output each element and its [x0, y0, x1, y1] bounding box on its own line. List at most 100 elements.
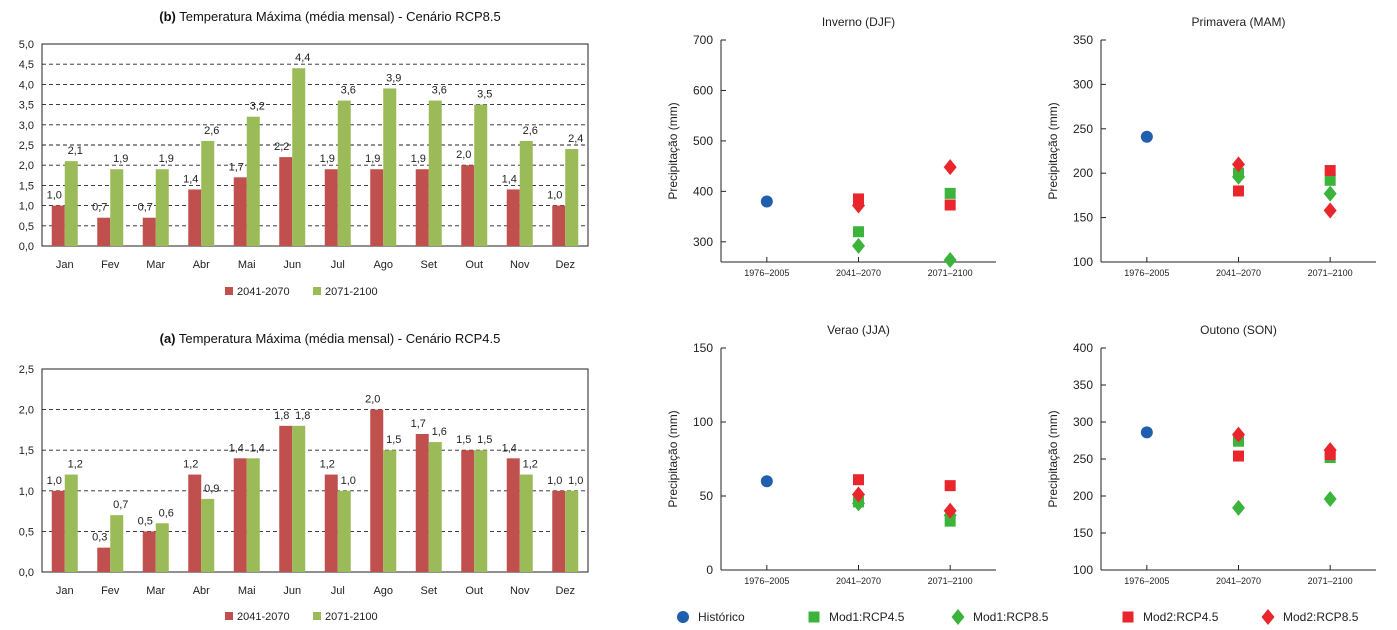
- marker-diamond: [1232, 426, 1245, 443]
- scatter-panel: Outono (SON) 100 150 200 250 300 350 400 1976–20…: [1046, 323, 1376, 586]
- y-tick-label: 1,0: [19, 201, 34, 213]
- scatter-panel: Inverno (DJF) 300 400 500 600 700 1976–2005 204…: [666, 15, 996, 278]
- bar-2041-2070: [233, 177, 247, 246]
- y-tick-label: 300: [1073, 77, 1093, 91]
- legend-swatch: [225, 287, 233, 295]
- y-tick-label: 0,0: [19, 241, 34, 253]
- bar-2071-2100: [246, 116, 260, 246]
- x-tick-label: Set: [420, 585, 437, 597]
- data-label: 1,8: [295, 410, 310, 422]
- y-tick-label: 150: [1073, 526, 1093, 540]
- chart-title-letter: (b): [159, 9, 176, 24]
- legend-swatch: [313, 287, 321, 295]
- y-tick-label: 2,5: [19, 140, 34, 152]
- marker-diamond: [943, 502, 957, 519]
- data-label: 2,6: [523, 125, 538, 137]
- y-tick-label: 100: [1073, 563, 1093, 577]
- y-tick-label: 0,5: [19, 526, 34, 538]
- legend-label: 2071-2100: [325, 286, 378, 298]
- bar-2041-2070: [188, 189, 202, 246]
- data-label: 3,6: [341, 85, 356, 97]
- x-tick-label: Mar: [146, 259, 165, 271]
- data-label: 1,0: [47, 475, 62, 487]
- data-label: 0,9: [204, 483, 219, 495]
- data-label: 1,4: [183, 173, 198, 185]
- marker-circle: [760, 475, 773, 488]
- x-tick-label: 2071–2100: [1308, 268, 1353, 278]
- x-tick-label: Jan: [56, 259, 74, 271]
- scatter-panel: Verao (JJA) 0 50 100 150 1976–2005 2041–2070 20…: [666, 323, 996, 586]
- marker-diamond: [951, 609, 965, 625]
- data-label: 3,5: [477, 89, 492, 101]
- marker-diamond: [852, 495, 865, 512]
- data-label: 1,7: [229, 161, 244, 173]
- y-tick-label: 350: [1073, 378, 1093, 392]
- y-tick-label: 100: [693, 415, 713, 429]
- chart-title: (b) Temperatura Máxima (média mensal) - …: [159, 9, 501, 24]
- x-tick-label: Set: [420, 259, 437, 271]
- marker-diamond: [1323, 202, 1337, 219]
- data-label: 1,9: [320, 153, 335, 165]
- bar-2071-2100: [428, 442, 442, 572]
- bar-2041-2070: [552, 490, 566, 572]
- x-tick-label: Jul: [331, 259, 345, 271]
- x-tick-label: Nov: [510, 259, 530, 271]
- y-axis-label: Precipitação (mm): [1046, 102, 1060, 199]
- y-tick-label: 600: [693, 83, 713, 97]
- bar-2041-2070: [324, 169, 338, 246]
- x-tick-label: Jun: [283, 585, 301, 597]
- marker-square: [944, 480, 956, 492]
- data-label: 2,2: [274, 141, 289, 153]
- bar-2071-2100: [110, 515, 124, 572]
- marker-diamond: [1232, 156, 1245, 173]
- x-tick-label: Nov: [510, 585, 530, 597]
- marker-diamond: [852, 237, 865, 254]
- bar-2041-2070: [415, 433, 429, 572]
- y-axis-label: Precipitação (mm): [1046, 410, 1060, 507]
- x-tick-label: 2041–2070: [836, 576, 881, 586]
- data-label: 0,6: [159, 507, 174, 519]
- data-label: 1,6: [432, 426, 447, 438]
- bar-2071-2100: [155, 523, 169, 572]
- x-tick-label: 2071–2100: [928, 268, 973, 278]
- marker-diamond: [1323, 185, 1337, 202]
- bar-2041-2070: [370, 169, 384, 246]
- data-label: 1,4: [229, 442, 244, 454]
- marker-circle: [677, 611, 689, 623]
- bar-2041-2070: [188, 474, 202, 572]
- x-tick-label: Ago: [373, 259, 393, 271]
- x-tick-label: Dez: [555, 585, 575, 597]
- bar-2071-2100: [383, 88, 397, 246]
- chart-title-letter: (a): [160, 331, 176, 346]
- y-axis-label: Precipitação (mm): [666, 410, 680, 507]
- bar-2041-2070: [97, 547, 111, 572]
- chart-title: (a) Temperatura Máxima (média mensal) - …: [160, 331, 501, 346]
- bar-2071-2100: [64, 161, 78, 246]
- marker-diamond: [1261, 609, 1275, 625]
- marker-square: [1324, 165, 1336, 177]
- legend-label: Mod1:RCP4.5: [829, 610, 905, 624]
- marker-circle: [760, 195, 773, 208]
- y-tick-label: 4,0: [19, 79, 34, 91]
- legend-label: Mod2:RCP4.5: [1143, 610, 1219, 624]
- marker-diamond: [852, 197, 865, 214]
- data-label: 2,0: [456, 149, 471, 161]
- bar-2071-2100: [519, 140, 533, 246]
- marker-square: [944, 187, 956, 199]
- bar-2071-2100: [155, 169, 169, 246]
- y-tick-label: 0: [706, 563, 713, 577]
- data-label: 1,0: [341, 475, 356, 487]
- data-label: 1,5: [477, 434, 492, 446]
- bar-2041-2070: [51, 490, 65, 572]
- y-tick-label: 1,5: [19, 180, 34, 192]
- marker-square: [944, 199, 956, 211]
- y-axis-label: Precipitação (mm): [666, 102, 680, 199]
- y-tick-label: 200: [1073, 489, 1093, 503]
- marker-square: [1233, 185, 1244, 197]
- data-label: 0,5: [138, 515, 153, 527]
- data-label: 2,4: [568, 133, 583, 145]
- data-label: 1,4: [502, 442, 517, 454]
- data-label: 1,7: [411, 418, 426, 430]
- data-label: 3,6: [432, 85, 447, 97]
- data-label: 1,5: [456, 434, 471, 446]
